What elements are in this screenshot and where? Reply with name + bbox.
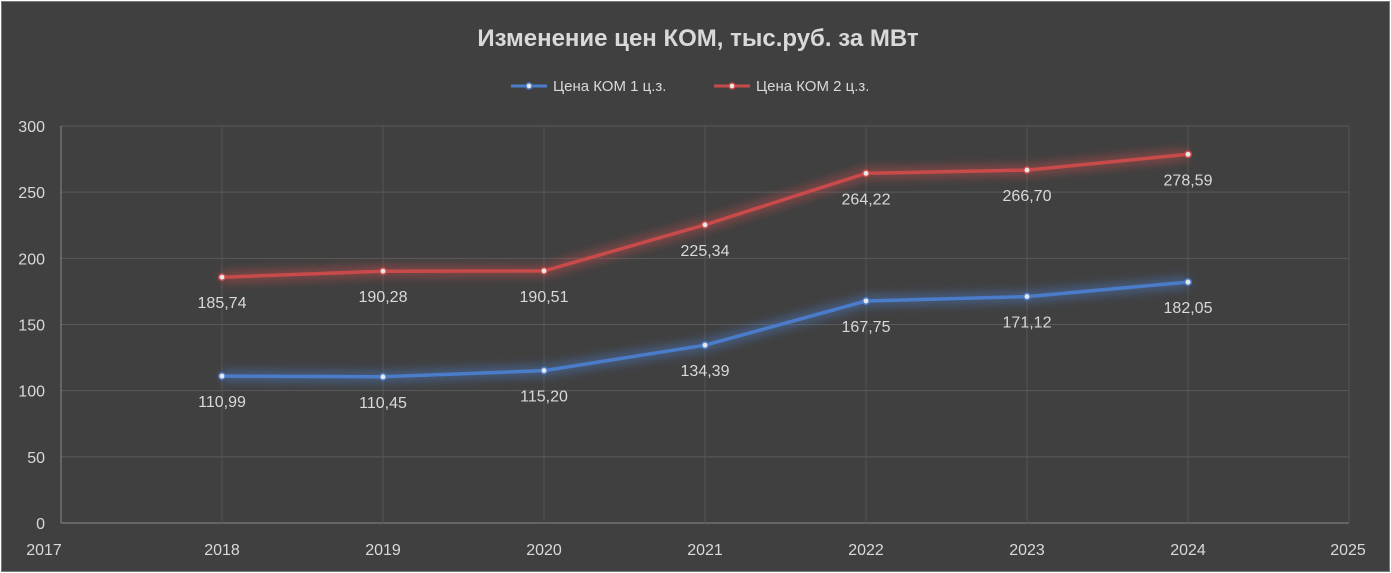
- data-label: 190,51: [520, 289, 569, 306]
- data-label: 110,45: [359, 395, 407, 412]
- data-point: [1023, 166, 1031, 175]
- data-point: [1023, 292, 1031, 301]
- data-label: 266,70: [1003, 188, 1052, 205]
- data-label: 225,34: [681, 243, 730, 260]
- data-point: [701, 341, 709, 350]
- data-point: [862, 297, 870, 305]
- data-point: [1184, 150, 1192, 159]
- x-tick-label: 2024: [1170, 542, 1206, 559]
- data-point: [218, 372, 226, 381]
- y-tick-label: 200: [18, 251, 45, 268]
- chart-title: Изменение цен КОМ, тыс.руб. за МВт: [477, 25, 918, 52]
- data-label: 167,75: [842, 319, 891, 336]
- data-point: [379, 372, 387, 381]
- x-axis: 2017 2018 2019 2020 2021 2022 2023 2024 2025: [26, 542, 1366, 559]
- y-axis: 0 50 100 150 200 250 300: [18, 119, 45, 533]
- data-label: 171,12: [1003, 315, 1052, 332]
- x-tick-label: 2018: [204, 542, 240, 559]
- gridlines: [60, 125, 1350, 524]
- legend-item: Цена КОМ 1 ц.з.: [511, 78, 666, 95]
- series-1: 110,99 110,45 115,20 134,39 167,75 171,12 182,…: [198, 277, 1213, 412]
- data-label: 134,39: [681, 363, 730, 380]
- data-label: 264,22: [842, 191, 891, 208]
- y-tick-label: 300: [18, 119, 45, 136]
- y-tick-label: 50: [27, 450, 45, 467]
- x-tick-label: 2025: [1330, 542, 1366, 559]
- data-label: 278,59: [1164, 172, 1213, 189]
- legend-marker: [525, 82, 533, 90]
- legend-label: Цена КОМ 1 ц.з.: [553, 78, 666, 95]
- data-label: 190,28: [359, 289, 408, 306]
- legend-label: Цена КОМ 2 ц.з.: [756, 78, 869, 95]
- y-tick-label: 0: [36, 516, 45, 533]
- data-point: [218, 273, 226, 282]
- data-point: [1184, 278, 1192, 287]
- legend-marker: [728, 82, 736, 90]
- y-tick-label: 150: [18, 318, 45, 335]
- data-point: [379, 267, 387, 276]
- y-tick-label: 250: [18, 185, 45, 202]
- data-label: 110,99: [198, 394, 246, 411]
- x-tick-label: 2017: [26, 542, 62, 559]
- legend-item: Цена КОМ 2 ц.з.: [714, 78, 869, 95]
- data-point: [862, 169, 870, 178]
- data-point: [701, 220, 709, 229]
- data-label: 115,20: [520, 389, 568, 406]
- data-label: 182,05: [1164, 300, 1213, 317]
- x-tick-label: 2021: [687, 542, 723, 559]
- data-point: [540, 366, 548, 375]
- data-label: 185,74: [198, 295, 247, 312]
- x-tick-label: 2022: [848, 542, 884, 559]
- x-tick-label: 2020: [526, 542, 562, 559]
- series-2: 185,74 190,28 190,51 225,34 264,22 266,70 278,…: [198, 149, 1213, 312]
- series-layer: 110,99 110,45 115,20 134,39 167,75 171,12 182,…: [198, 149, 1213, 412]
- data-point: [540, 266, 548, 275]
- x-tick-label: 2019: [365, 542, 401, 559]
- y-tick-label: 100: [18, 384, 45, 401]
- x-tick-label: 2023: [1009, 542, 1045, 559]
- legend: Цена КОМ 1 ц.з. Цена КОМ 2 ц.з.: [511, 78, 869, 95]
